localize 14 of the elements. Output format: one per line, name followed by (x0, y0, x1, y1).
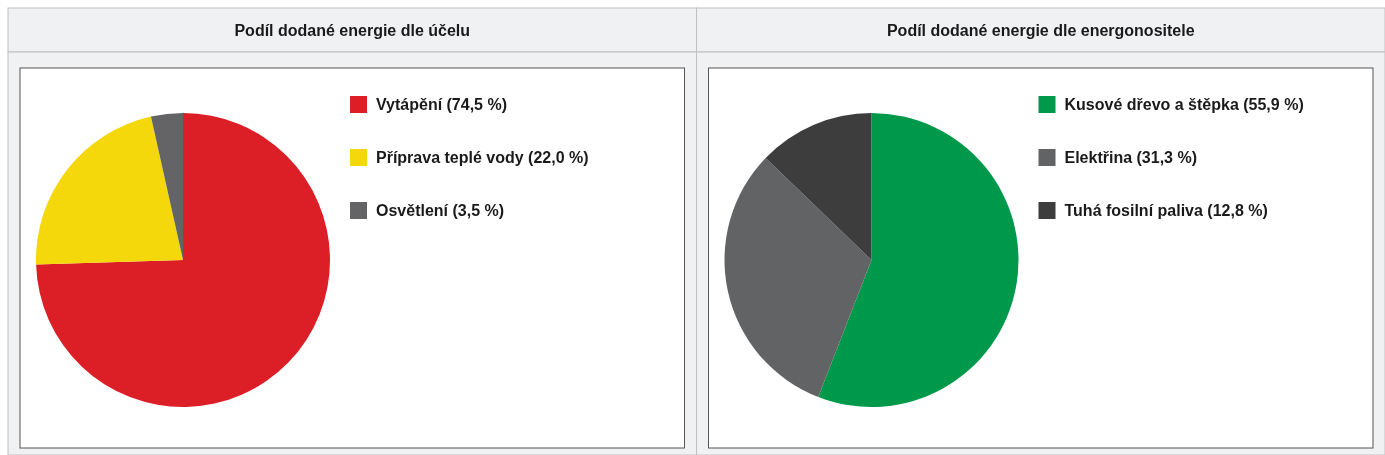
pie-slice (724, 158, 872, 398)
chart-title: Podíl dodané energie dle účelu (234, 22, 471, 39)
pie-slice (818, 113, 1019, 407)
legend-label: Vytápění (74,5 %) (376, 96, 508, 113)
pie-slice (765, 113, 872, 260)
legend-label: Osvětlení (3,5 %) (376, 202, 505, 219)
pie-slice (150, 113, 183, 260)
chart-title: Podíl dodané energie dle energonositele (886, 22, 1195, 39)
legend-label: Kusové dřevo a štěpka (55,9 %) (1064, 96, 1304, 113)
legend-label: Elektřina (31,3 %) (1064, 149, 1197, 166)
legend-label: Příprava teplé vody (22,0 %) (376, 149, 589, 166)
pie-slice (36, 116, 183, 265)
pie-slice (36, 113, 330, 407)
legend-label: Tuhá fosilní paliva (12,8 %) (1064, 202, 1268, 219)
